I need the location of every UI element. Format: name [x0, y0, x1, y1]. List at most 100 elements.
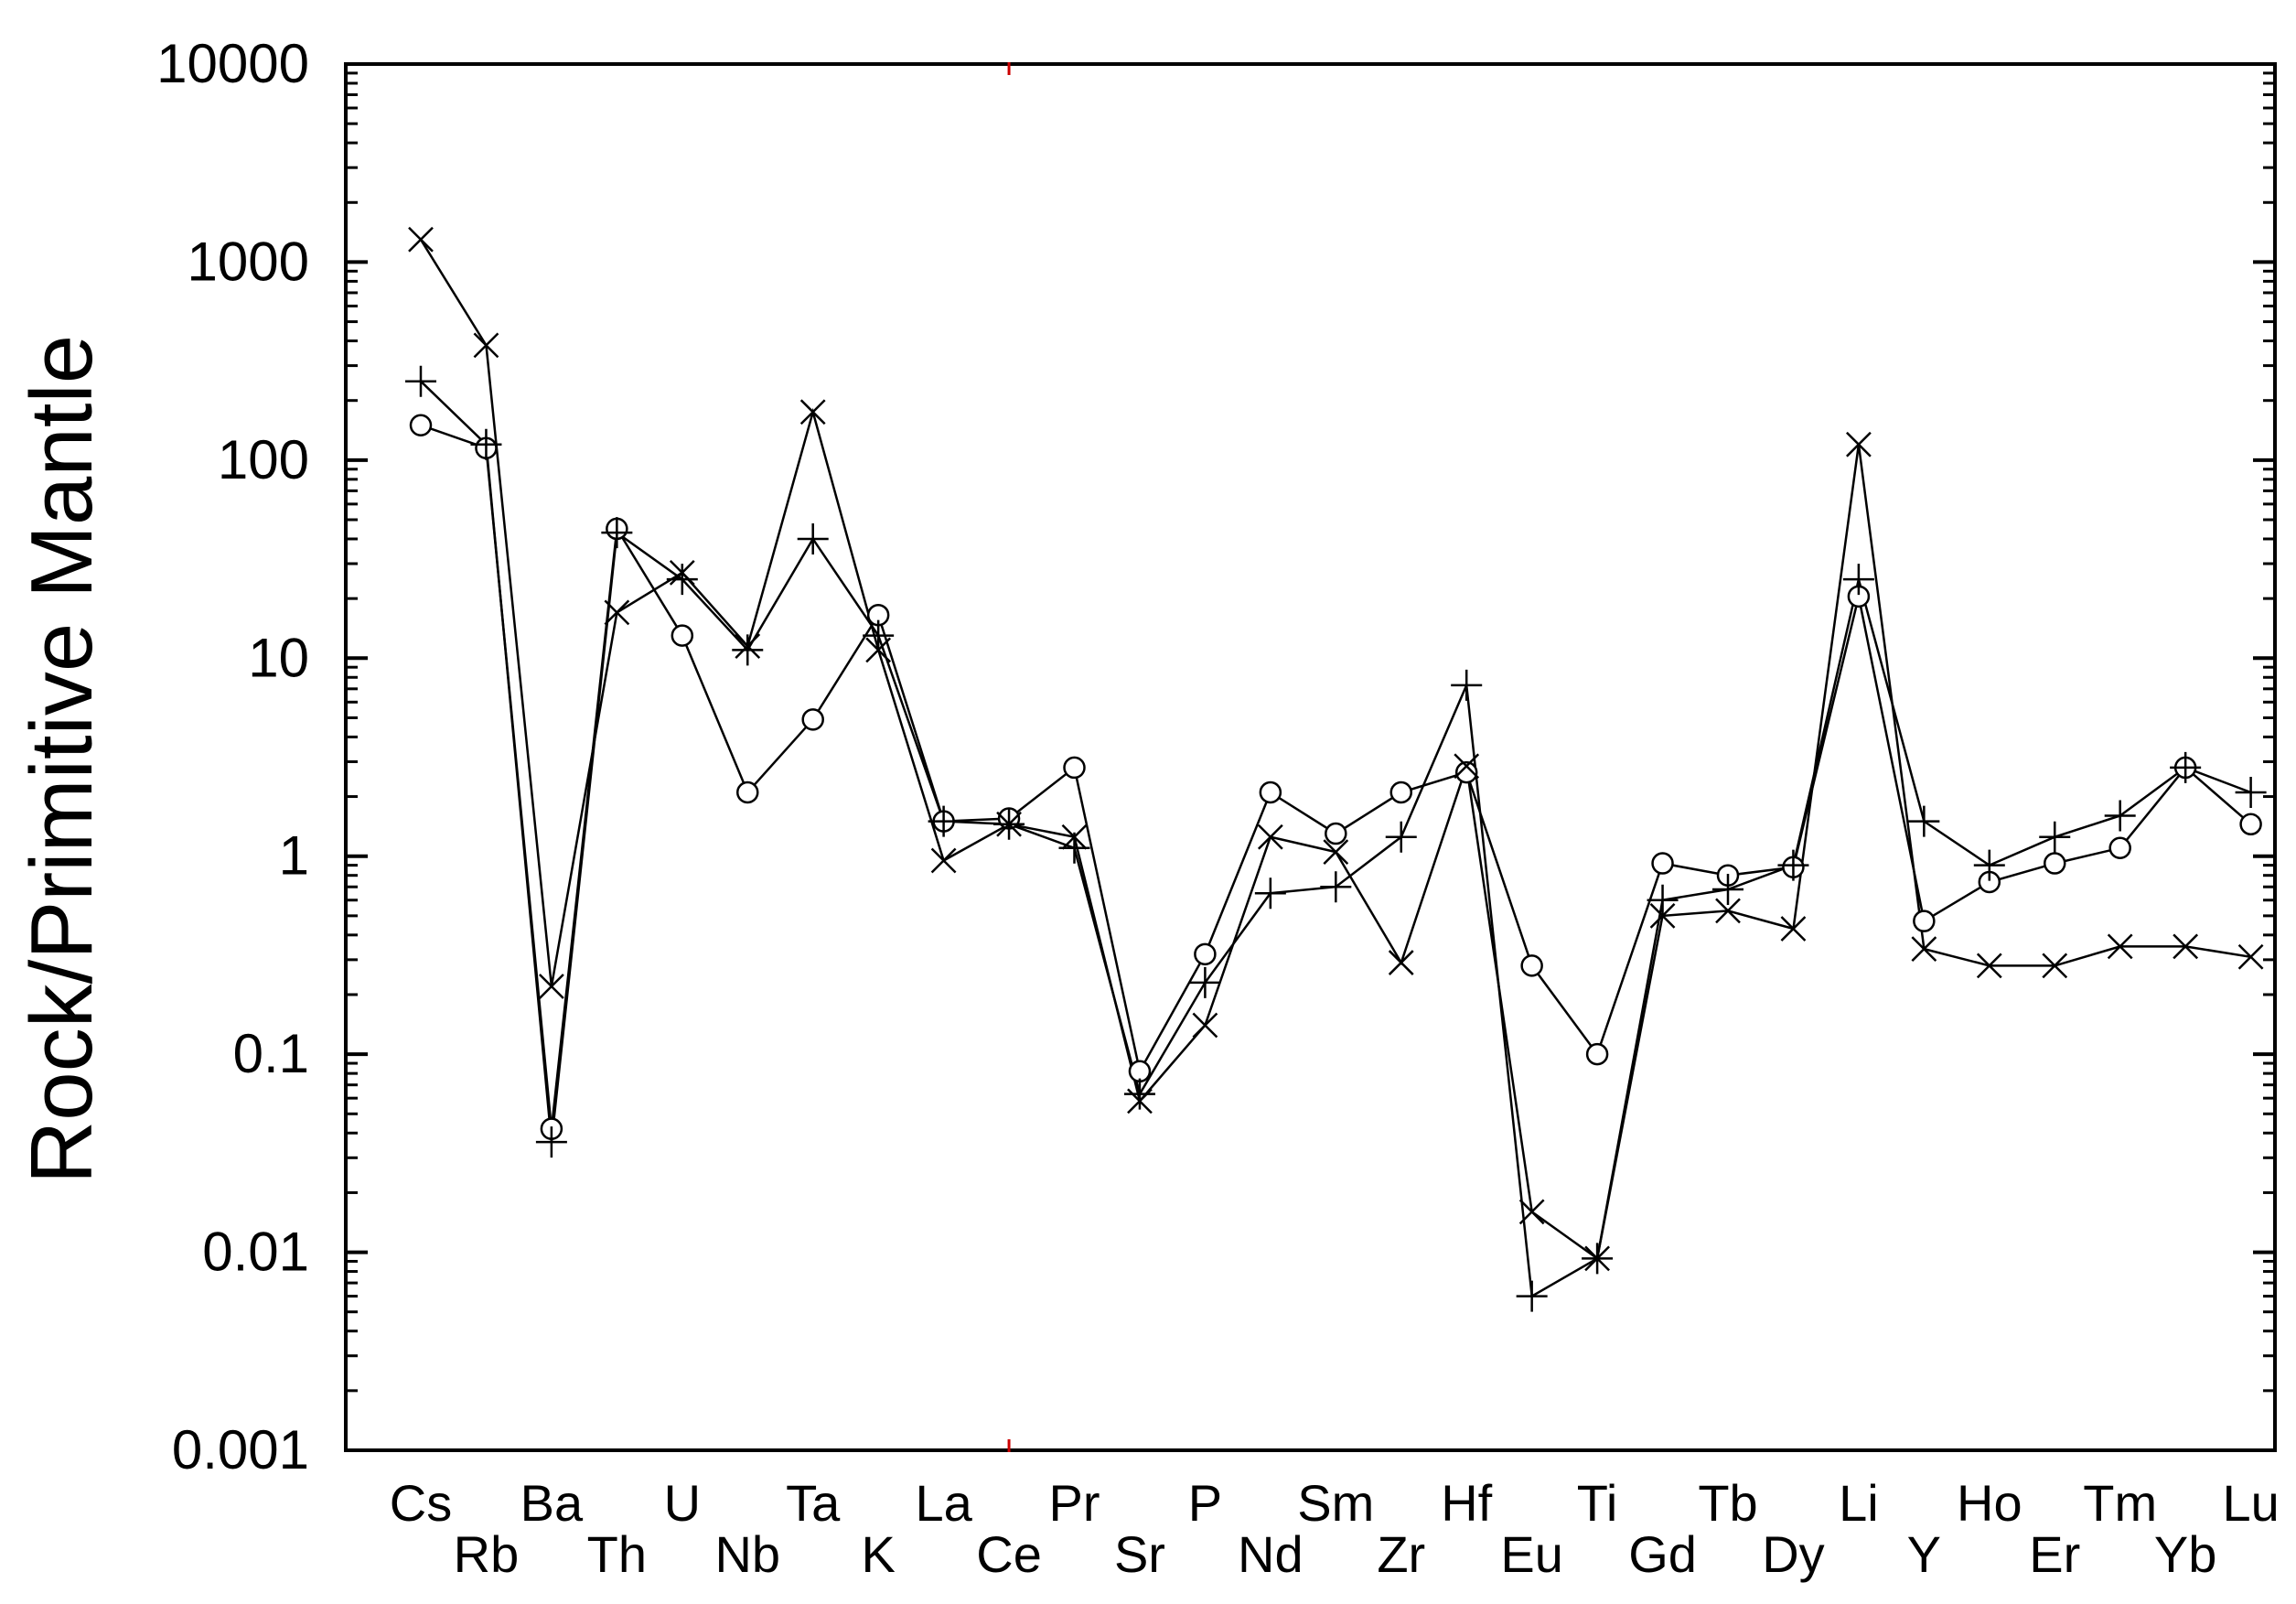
circle-marker [671, 624, 694, 647]
circle-marker [736, 780, 759, 804]
circle-marker [2108, 836, 2131, 860]
x-marker [1976, 953, 2002, 979]
plus-marker [2039, 821, 2071, 853]
x-tick-label: Hf [1441, 1474, 1492, 1532]
plus-marker [797, 522, 829, 554]
x-marker [2107, 933, 2133, 960]
x-marker [799, 399, 826, 425]
plus-marker [1451, 669, 1483, 701]
x-tick-label: K [861, 1525, 895, 1583]
x-tick-label: Yb [2154, 1525, 2217, 1583]
series-line-circle [420, 424, 2252, 1129]
circle-marker [1259, 780, 1282, 804]
plus-marker [1516, 1280, 1548, 1312]
series-line-x [419, 239, 2251, 1261]
plus-marker [1647, 884, 1679, 916]
x-tick-label: Er [2029, 1525, 2080, 1583]
y-tick-label: 100 [218, 429, 309, 490]
x-tick-label: La [915, 1474, 972, 1532]
y-tick-label: 0.01 [202, 1222, 309, 1283]
circle-marker [1913, 910, 1936, 932]
x-marker [1649, 902, 1676, 929]
y-axis: 0.001 0.01 0.1 1 10 100 1000 10000 [156, 33, 2275, 1480]
x-tick-label: Ba [520, 1474, 584, 1532]
y-tick-label: 10000 [156, 33, 309, 94]
x-marker [1323, 839, 1349, 866]
circle-marker [1389, 780, 1412, 804]
plus-marker [2235, 776, 2267, 808]
circle-marker [801, 708, 824, 731]
x-marker [1518, 1199, 1545, 1225]
plus-marker [666, 564, 698, 596]
x-tick-label: U [664, 1474, 701, 1532]
x-marker [2237, 943, 2264, 970]
x-tick-label: Eu [1500, 1525, 1563, 1583]
plus-marker [732, 634, 764, 666]
plus-marker [928, 805, 960, 837]
x-tick-label: Pr [1049, 1474, 1100, 1532]
plus-marker [2104, 800, 2136, 832]
x-marker [2042, 953, 2068, 979]
x-marker [1388, 950, 1414, 975]
x-marker [1192, 1012, 1218, 1039]
x-marker [2173, 933, 2199, 960]
circle-marker [2239, 813, 2262, 836]
circle-marker [1454, 760, 1478, 784]
y-tick-label: 10 [248, 627, 309, 688]
x-tick-label: Tm [2083, 1474, 2157, 1532]
x-tick-label: Gd [1628, 1525, 1697, 1583]
x-tick-label: Nd [1238, 1525, 1304, 1583]
x-tick-label: Ta [786, 1474, 841, 1532]
plot-frame [344, 62, 2277, 1452]
x-tick-label: P [1188, 1474, 1222, 1532]
x-tick-label: Ce [976, 1525, 1042, 1583]
plus-marker [601, 517, 633, 549]
y-tick-label: 1000 [188, 231, 309, 292]
plus-marker [1123, 1078, 1155, 1110]
x-tick-label: Rb [454, 1525, 520, 1583]
x-marker [1127, 1088, 1153, 1114]
plus-marker [535, 1126, 567, 1158]
x-tick-label: Tb [1698, 1474, 1757, 1532]
x-marker [1257, 824, 1283, 850]
plus-marker [1712, 873, 1743, 905]
plus-marker [1254, 877, 1286, 910]
x-marker [669, 560, 695, 586]
circle-marker [1651, 852, 1674, 875]
plus-marker [470, 428, 502, 460]
plus-marker [1908, 805, 1940, 837]
x-tick-label: Sm [1297, 1474, 1374, 1532]
x-tick-label: Li [1839, 1474, 1879, 1532]
circle-marker [1325, 822, 1347, 845]
y-tick-label: 0.1 [233, 1023, 309, 1084]
plot-frame-group [344, 62, 2277, 1452]
x-marker [735, 633, 761, 660]
x-marker [1584, 1245, 1610, 1272]
x-marker [1454, 753, 1480, 780]
plus-marker [1777, 849, 1809, 881]
series-group [405, 226, 2267, 1312]
plus-marker [405, 365, 436, 397]
circle-marker [1194, 942, 1217, 966]
x-tick-label: Cs [390, 1474, 452, 1532]
circle-marker [1128, 1060, 1152, 1083]
x-tick-label: Zr [1377, 1525, 1425, 1583]
y-tick-label: 0.001 [172, 1419, 309, 1480]
x-marker [1780, 916, 1807, 942]
x-marker [473, 332, 499, 359]
x-tick-label: Ti [1577, 1474, 1618, 1532]
x-marker [539, 974, 564, 999]
plus-marker [1973, 849, 2005, 881]
x-tick-label: Ho [1957, 1474, 2022, 1532]
x-marker [865, 637, 892, 663]
plus-marker [863, 619, 895, 651]
x-marker [1061, 824, 1088, 850]
x-tick-label: Nb [714, 1525, 780, 1583]
x-tick-label: Th [587, 1525, 647, 1583]
x-marker [1715, 898, 1741, 924]
plus-marker [2170, 751, 2202, 783]
y-tick-label: 1 [279, 825, 309, 887]
